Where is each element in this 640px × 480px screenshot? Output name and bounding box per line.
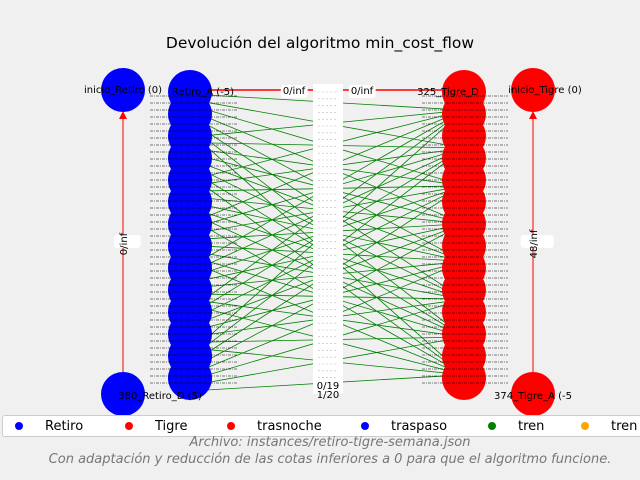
legend-marker-tren-2 bbox=[581, 421, 589, 430]
retiro-node bbox=[168, 356, 212, 400]
edge-label-top-left-box bbox=[280, 85, 308, 98]
edge-label-left-vertical: 0/inf bbox=[119, 232, 130, 255]
edge-label-right-vertical: 48/inf bbox=[529, 229, 540, 258]
edge-label-left-vertical-box bbox=[113, 235, 141, 248]
legend-item-traspaso: traspaso bbox=[361, 419, 447, 434]
inicio-tigre-label: inicio_Tigre (0) bbox=[508, 85, 582, 96]
legend-item-tren-2: tren bbox=[581, 419, 637, 434]
tigre-top-label: 325_Tigre_D bbox=[417, 87, 479, 98]
retiro-top-label: Retiro_A (-5) bbox=[172, 87, 234, 98]
edge-label-bottom-b: 1/20 bbox=[317, 390, 339, 401]
tigre-bottom-label: 374_Tigre_A (-5 bbox=[494, 391, 572, 402]
tigre-node bbox=[442, 356, 486, 400]
edge-label-top-left: 0/inf bbox=[283, 86, 306, 97]
legend-label-tren: tren bbox=[518, 419, 545, 434]
legend-item-retiro: Retiro bbox=[15, 419, 83, 434]
edge-label-bottom-a: 0/19 bbox=[317, 381, 339, 392]
legend-marker-retiro bbox=[15, 421, 23, 430]
inicio-retiro-node bbox=[101, 68, 145, 112]
diagram-title: Devolución del algoritmo min_cost_flow bbox=[165, 34, 475, 52]
legend-marker-tigre bbox=[125, 421, 133, 430]
edge-label-top-right-box bbox=[348, 85, 376, 98]
inicio-retiro-label: inicio_Retiro (0) bbox=[84, 85, 162, 96]
legend-item-trasnoche: trasnoche bbox=[227, 419, 322, 434]
arrow-head-icon bbox=[529, 111, 537, 119]
source-file-note: Archivo: instances/retiro-tigre-semana.j… bbox=[189, 435, 471, 450]
legend-marker-traspaso bbox=[361, 421, 369, 430]
edge-label-stack bbox=[313, 84, 343, 394]
tigre-bottom-node bbox=[511, 372, 555, 416]
legend: Retiro Tigre trasnoche traspaso tren tre… bbox=[2, 415, 640, 437]
legend-label-retiro: Retiro bbox=[45, 419, 84, 434]
legend-label-trasnoche: trasnoche bbox=[257, 419, 322, 434]
legend-marker-tren bbox=[488, 421, 496, 430]
legend-label-tigre: Tigre bbox=[155, 419, 188, 434]
arrow-head-icon bbox=[119, 111, 127, 119]
inicio-tigre-node bbox=[511, 68, 555, 112]
edge-label-top-right: 0/inf bbox=[351, 86, 374, 97]
legend-label-traspaso: traspaso bbox=[391, 419, 448, 434]
legend-item-tigre: Tigre bbox=[125, 419, 187, 434]
legend-item-tren: tren bbox=[488, 419, 544, 434]
edge-label-bottom-a-box bbox=[314, 380, 342, 393]
edge-label-right-vertical-box bbox=[520, 235, 554, 248]
legend-marker-trasnoche bbox=[227, 421, 235, 430]
retiro-bottom-label: 380_Retiro_D (5) bbox=[118, 391, 202, 402]
adaptation-note: Con adaptación y reducción de las cotas … bbox=[48, 452, 612, 467]
legend-label-tren-2: tren bbox=[611, 419, 638, 434]
retiro-bottom-node bbox=[101, 372, 145, 416]
